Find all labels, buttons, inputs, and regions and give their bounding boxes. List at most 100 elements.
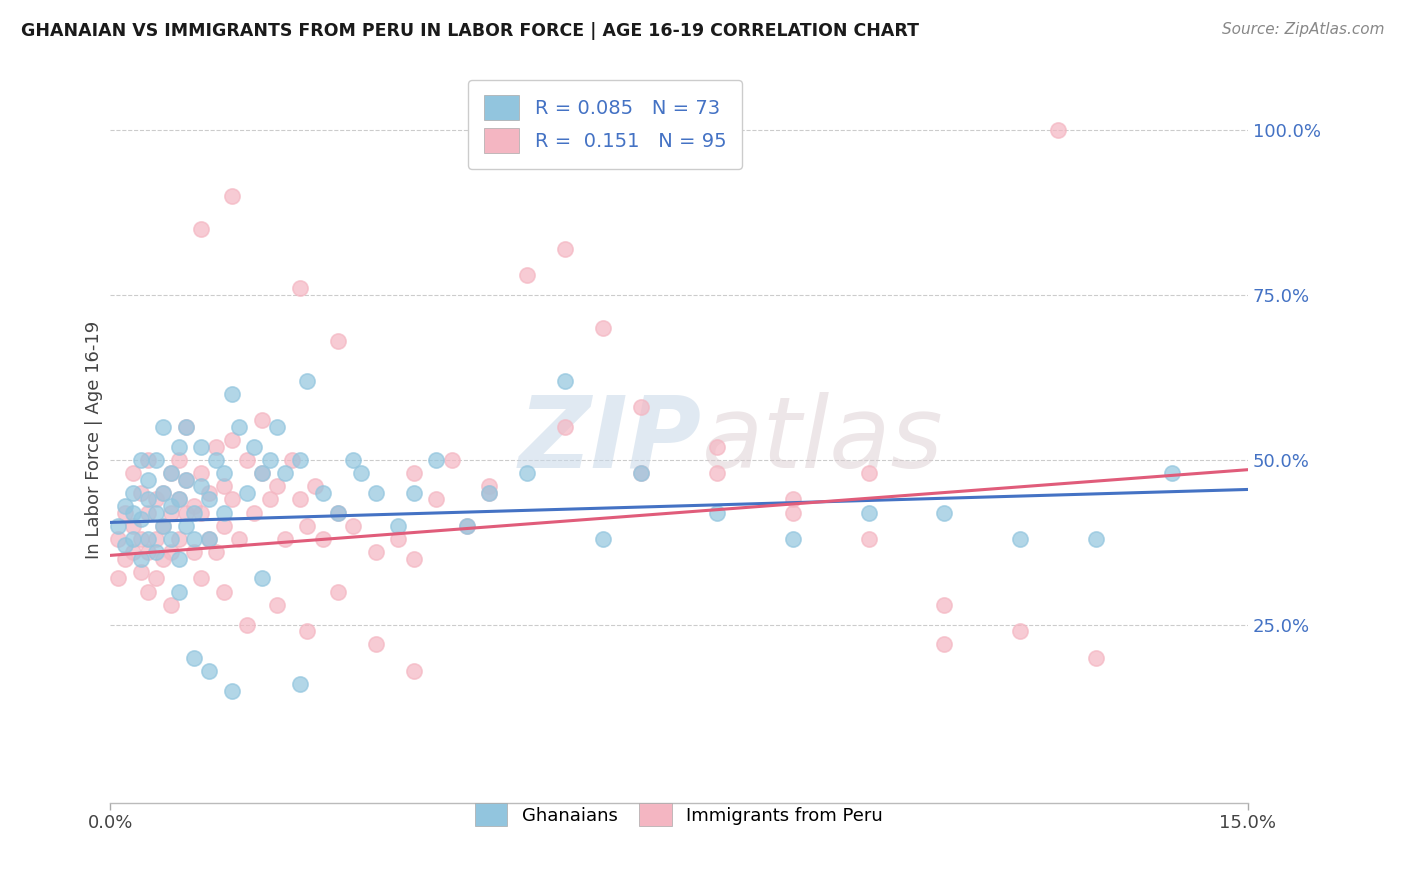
Point: [387, 532, 409, 546]
Point: [152, 485, 174, 500]
Point: [782, 492, 804, 507]
Point: [114, 506, 136, 520]
Point: [198, 492, 221, 507]
Point: [554, 374, 576, 388]
Point: [934, 637, 956, 651]
Point: [326, 334, 349, 348]
Point: [198, 532, 221, 546]
Point: [221, 387, 243, 401]
Point: [221, 189, 243, 203]
Legend: Ghanaians, Immigrants from Peru: Ghanaians, Immigrants from Peru: [468, 796, 890, 833]
Text: GHANAIAN VS IMMIGRANTS FROM PERU IN LABOR FORCE | AGE 16-19 CORRELATION CHART: GHANAIAN VS IMMIGRANTS FROM PERU IN LABO…: [21, 22, 920, 40]
Point: [425, 492, 447, 507]
Point: [129, 485, 152, 500]
Point: [259, 452, 281, 467]
Point: [440, 452, 463, 467]
Point: [1010, 532, 1032, 546]
Point: [364, 545, 387, 559]
Point: [145, 532, 167, 546]
Point: [456, 518, 478, 533]
Point: [266, 420, 288, 434]
Point: [183, 545, 205, 559]
Point: [592, 532, 614, 546]
Point: [266, 598, 288, 612]
Point: [273, 466, 295, 480]
Point: [311, 532, 333, 546]
Point: [326, 584, 349, 599]
Point: [858, 466, 880, 480]
Point: [174, 506, 197, 520]
Point: [402, 664, 425, 678]
Point: [243, 440, 266, 454]
Point: [205, 452, 228, 467]
Point: [129, 565, 152, 579]
Point: [630, 466, 652, 480]
Point: [122, 466, 145, 480]
Point: [858, 532, 880, 546]
Point: [107, 532, 129, 546]
Point: [304, 479, 326, 493]
Point: [152, 420, 174, 434]
Point: [1085, 532, 1108, 546]
Point: [145, 452, 167, 467]
Point: [152, 485, 174, 500]
Point: [266, 479, 288, 493]
Point: [630, 466, 652, 480]
Point: [136, 452, 159, 467]
Point: [250, 466, 273, 480]
Point: [198, 664, 221, 678]
Point: [190, 506, 212, 520]
Point: [1085, 650, 1108, 665]
Point: [160, 545, 183, 559]
Point: [167, 452, 190, 467]
Point: [122, 545, 145, 559]
Point: [205, 440, 228, 454]
Point: [273, 532, 295, 546]
Point: [122, 485, 145, 500]
Point: [297, 624, 319, 639]
Point: [364, 637, 387, 651]
Point: [122, 506, 145, 520]
Point: [136, 492, 159, 507]
Text: ZIP: ZIP: [519, 392, 702, 489]
Point: [107, 571, 129, 585]
Point: [152, 518, 174, 533]
Point: [183, 532, 205, 546]
Point: [160, 532, 183, 546]
Point: [402, 551, 425, 566]
Point: [342, 452, 364, 467]
Point: [174, 473, 197, 487]
Point: [167, 492, 190, 507]
Point: [706, 440, 728, 454]
Point: [174, 518, 197, 533]
Point: [183, 499, 205, 513]
Point: [478, 479, 501, 493]
Point: [174, 420, 197, 434]
Point: [706, 466, 728, 480]
Point: [402, 485, 425, 500]
Point: [183, 650, 205, 665]
Point: [174, 420, 197, 434]
Point: [221, 433, 243, 447]
Point: [174, 473, 197, 487]
Point: [145, 506, 167, 520]
Point: [858, 506, 880, 520]
Point: [250, 466, 273, 480]
Point: [167, 532, 190, 546]
Point: [190, 222, 212, 236]
Point: [212, 518, 235, 533]
Point: [136, 506, 159, 520]
Point: [311, 485, 333, 500]
Text: Source: ZipAtlas.com: Source: ZipAtlas.com: [1222, 22, 1385, 37]
Point: [259, 492, 281, 507]
Point: [212, 479, 235, 493]
Point: [167, 492, 190, 507]
Point: [425, 452, 447, 467]
Point: [212, 466, 235, 480]
Point: [297, 518, 319, 533]
Point: [145, 492, 167, 507]
Point: [129, 532, 152, 546]
Point: [228, 420, 250, 434]
Point: [1047, 123, 1070, 137]
Point: [554, 420, 576, 434]
